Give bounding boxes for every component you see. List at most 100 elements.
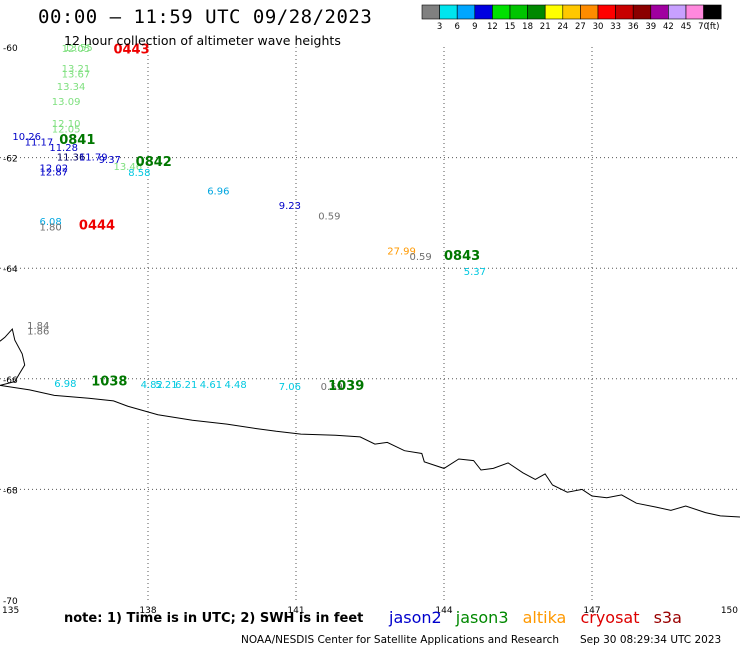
satellite-key: jason2 jason3 altika cryosat s3a	[389, 608, 691, 627]
legend-tick-label: 6	[454, 22, 459, 32]
lon-tick-label: 147	[583, 606, 600, 616]
legend-tick-label: 18	[522, 22, 533, 32]
wave-height-label: 6.08	[39, 217, 61, 228]
satellite-cryosat: cryosat	[580, 608, 640, 627]
pass-time-label: 0843	[444, 249, 480, 264]
legend-swatch	[615, 4, 634, 20]
wave-height-label: 0.59	[318, 212, 340, 223]
legend-swatch	[474, 4, 493, 20]
legend-swatch	[492, 4, 511, 20]
pass-time-label: 0841	[59, 133, 95, 148]
lat-tick-label: -68	[3, 486, 18, 496]
satellite-jason3: jason3	[455, 608, 509, 627]
lat-tick-label: -64	[3, 265, 18, 275]
legend-swatch	[509, 4, 528, 20]
legend-tick-label: 15	[505, 22, 516, 32]
wave-height-label: 1.80	[39, 223, 61, 234]
generated-timestamp: Sep 30 08:29:34 UTC 2023	[580, 634, 722, 646]
legend-swatch	[544, 4, 564, 20]
lon-tick-label: 135	[2, 606, 19, 616]
legend-tick-label: 3	[437, 22, 442, 32]
legend-swatch	[580, 4, 599, 20]
legend-swatch	[597, 4, 616, 20]
legend-tick-label: 9	[472, 22, 477, 32]
lon-tick-label: 141	[287, 606, 304, 616]
lon-tick-label: 138	[139, 606, 156, 616]
wave-height-label: 13.67	[62, 69, 91, 80]
wave-height-label: 11.28	[49, 143, 78, 154]
wave-height-label: 4.82	[141, 380, 163, 391]
wave-height-label: 7.06	[279, 382, 301, 393]
wave-height-label: 12.05	[52, 125, 81, 136]
wave-height-label: 13.09	[52, 97, 81, 108]
satellite-altika: altika	[522, 608, 567, 627]
wave-height-label: 10.26	[12, 132, 41, 143]
legend-tick-label: 36	[628, 22, 639, 32]
wave-height-label: 4.48	[224, 380, 246, 391]
wave-height-label: 9.37	[99, 155, 121, 166]
lat-tick-label: -70	[3, 597, 18, 607]
pass-time-label: 0444	[79, 218, 115, 233]
legend-swatch	[685, 4, 704, 20]
pass-time-label: 1038	[91, 374, 127, 389]
legend-tick-label: 45	[681, 22, 692, 32]
lat-tick-label: -66	[3, 376, 18, 386]
pass-time-label: 0443	[113, 43, 149, 58]
pass-time-labels: 0443 0841 0842 0444 0843 1038 1039	[59, 43, 480, 394]
wave-height-label: 12.05	[62, 44, 91, 55]
legend-tick-label: 30	[593, 22, 604, 32]
footnote: note: 1) Time is in UTC; 2) SWH is in fe…	[64, 611, 364, 626]
legend-tick-label: 70	[698, 22, 709, 32]
wave-height-label: 13.46	[113, 162, 142, 173]
legend-tick-label: 39	[645, 22, 656, 32]
wave-height-label: 13.34	[57, 82, 86, 93]
legend-swatch	[527, 4, 546, 20]
legend-swatch	[632, 4, 652, 20]
satellite-jason2: jason2	[389, 608, 442, 627]
wave-height-label: 11.79	[79, 152, 108, 163]
coastline	[0, 327, 740, 518]
credit-line: NOAA/NESDIS Center for Satellite Applica…	[241, 634, 559, 646]
legend-tick-label: 12	[487, 22, 498, 32]
wave-height-label: 4.61	[200, 380, 222, 391]
legend-swatch	[703, 4, 722, 20]
wave-height-label: 27.99	[387, 246, 416, 257]
wave-height-label: 11.17	[25, 137, 54, 148]
satellite-s3a: s3a	[653, 608, 682, 627]
graticule	[0, 47, 740, 600]
legend-unit: (ft)	[707, 22, 720, 32]
map-title: 00:00 – 11:59 UTC 09/28/2023	[38, 6, 373, 28]
legend-tick-label: 24	[557, 22, 568, 32]
pass-time-label: 0842	[136, 155, 172, 170]
wave-height-label: 6.96	[207, 187, 229, 198]
wave-height-label: 9.23	[279, 201, 301, 212]
legend-tick-label: 42	[663, 22, 674, 32]
wave-height-label: 0.59	[321, 382, 343, 393]
lon-tick-label: 144	[435, 606, 452, 616]
legend-swatch	[439, 4, 458, 20]
wave-height-labels: 12.0513.5513.2113.6713.3413.0912.1012.05…	[12, 43, 486, 393]
wave-height-label: 6.98	[54, 379, 76, 390]
wave-height-label: 11.36	[57, 152, 86, 163]
lat-tick-label: -60	[3, 44, 18, 54]
legend-swatch	[456, 4, 476, 20]
wave-height-label: 12.10	[52, 119, 81, 130]
longitude-tick-labels: 135 138 141 144 147 150	[2, 606, 738, 616]
lat-tick-label: -62	[3, 155, 18, 165]
legend-tick-label: 21	[540, 22, 551, 32]
wave-height-label: 12.02	[39, 163, 68, 174]
lon-tick-label: 150	[721, 606, 738, 616]
pass-time-label: 1039	[328, 379, 364, 394]
color-scale-legend: 3 6 9 12 15 18 21 24 27 30 33 36 39 42 45 70(ft)	[421, 4, 722, 32]
legend-tick-label: 33	[610, 22, 621, 32]
legend-tick-label: 27	[575, 22, 586, 32]
legend-swatch	[562, 4, 581, 20]
wave-height-label: 5.37	[464, 267, 486, 278]
wave-height-label: 6.21	[175, 380, 197, 391]
wave-height-label: 5.21	[155, 380, 177, 391]
legend-swatch	[668, 4, 687, 20]
wave-height-label: 8.58	[128, 168, 150, 179]
legend-swatch	[421, 4, 440, 20]
wave-height-label: 1.86	[27, 327, 49, 338]
